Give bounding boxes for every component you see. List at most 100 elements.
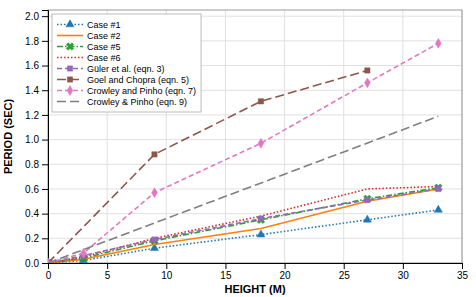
line [48,189,438,263]
legend-marker [67,86,73,96]
marker [258,138,264,148]
marks [48,38,444,263]
legend-item: Crowley & Pinho (eqn. 9) [57,97,187,107]
tick-label: 1.0 [25,134,39,145]
tick: 10 [161,263,173,281]
grid-line [48,238,462,239]
tick-label: 0.6 [25,184,39,195]
tick-mark [42,140,48,141]
line [48,188,438,263]
y-axis-title: PERIOD (SEC) [2,99,14,175]
line [48,43,438,263]
tick: 5 [105,263,111,281]
marker [257,230,265,237]
tick-label: 1.8 [25,36,39,47]
legend-marker [64,41,75,52]
legend-box [52,14,201,112]
legend-label: Crowley and Pinho (eqn. 7) [87,86,196,96]
tick-mark [285,263,286,269]
tick-label: 10 [161,270,173,281]
series [48,38,441,263]
chart: 051015202530350.00.20.40.60.81.01.21.41.… [0,0,476,297]
tick-label: 1.6 [25,60,39,71]
marker [365,197,370,202]
tick: 1.2 [25,110,48,121]
tick: 0.4 [25,208,48,219]
tick: 2.0 [25,11,48,22]
plot: 051015202530350.00.20.40.60.81.01.21.41.… [25,10,468,281]
series [48,116,438,263]
series [48,186,438,263]
marker [436,186,441,191]
legend-label: Crowley & Pinho (eqn. 9) [87,97,187,107]
grid-line [225,10,226,263]
grid-line [48,139,462,140]
marker [152,152,157,157]
tick: 20 [280,263,292,281]
tick: 30 [398,263,410,281]
y-axis: 0.0 0.2 0.4 0.6 0.8 1.0 1.2 1.4 1.6 1.8 2.0 [25,11,48,269]
legend-label: Goel and Chopra (eqn. 5) [87,75,189,85]
legend-line [57,35,83,37]
legend-item: Case #2 [57,31,121,41]
tick-label: 25 [339,270,351,281]
tick: 0.6 [25,184,48,195]
tick-mark [42,263,48,264]
legend-label: Case #2 [87,31,121,41]
line [48,70,367,263]
legend-label: Case #5 [87,42,121,52]
tick-label: 1.4 [25,85,39,96]
grid-line [48,164,462,165]
legend-marker [67,66,72,71]
tick: 0 [46,263,52,281]
tick-mark [42,189,48,190]
marker [365,68,370,73]
tick-label: 5 [105,270,111,281]
tick: 0.0 [25,258,48,269]
legend-item: Goel and Chopra (eqn. 5) [57,75,189,85]
tick: 1.4 [25,85,48,96]
legend-item: Case #6 [57,53,121,63]
marker [152,237,157,242]
tick-mark [42,41,48,42]
tick-label: 0.0 [25,258,39,269]
tick-label: 15 [220,270,232,281]
tick-mark [403,263,404,269]
tick-mark [462,263,463,269]
series [48,186,441,263]
tick-mark [42,66,48,67]
legend-marker [66,20,74,27]
tick: 25 [339,263,351,281]
tick-label: 0 [46,270,52,281]
legend-item: Crowley and Pinho (eqn. 7) [57,86,196,96]
plot-frame [48,10,462,263]
marker [433,182,444,193]
tick: 1.6 [25,60,48,71]
legend-item: Güler et al. (eqn. 3) [57,64,165,74]
marker [434,205,442,212]
x-axis: 05101520253035 [46,263,469,281]
tick-mark [42,214,48,215]
line [48,186,438,263]
tick-label: 0.8 [25,159,39,170]
tick-mark [42,90,48,91]
marker [258,216,263,221]
tick-mark [42,16,48,17]
series [48,68,370,263]
legend-label: Case #6 [87,53,121,63]
marker [255,214,266,225]
legend-label: Güler et al. (eqn. 3) [87,64,165,74]
tick-label: 30 [398,270,410,281]
series [48,182,444,263]
tick-label: 0.4 [25,208,39,219]
marker [363,215,371,222]
tick: 0.2 [25,233,48,244]
grid [48,10,462,263]
legend-line [57,57,83,59]
legend-marker [67,77,72,82]
tick-mark [225,263,226,269]
marker [435,38,441,48]
tick-mark [107,263,108,269]
tick-label: 20 [280,270,292,281]
grid-line [48,114,462,115]
